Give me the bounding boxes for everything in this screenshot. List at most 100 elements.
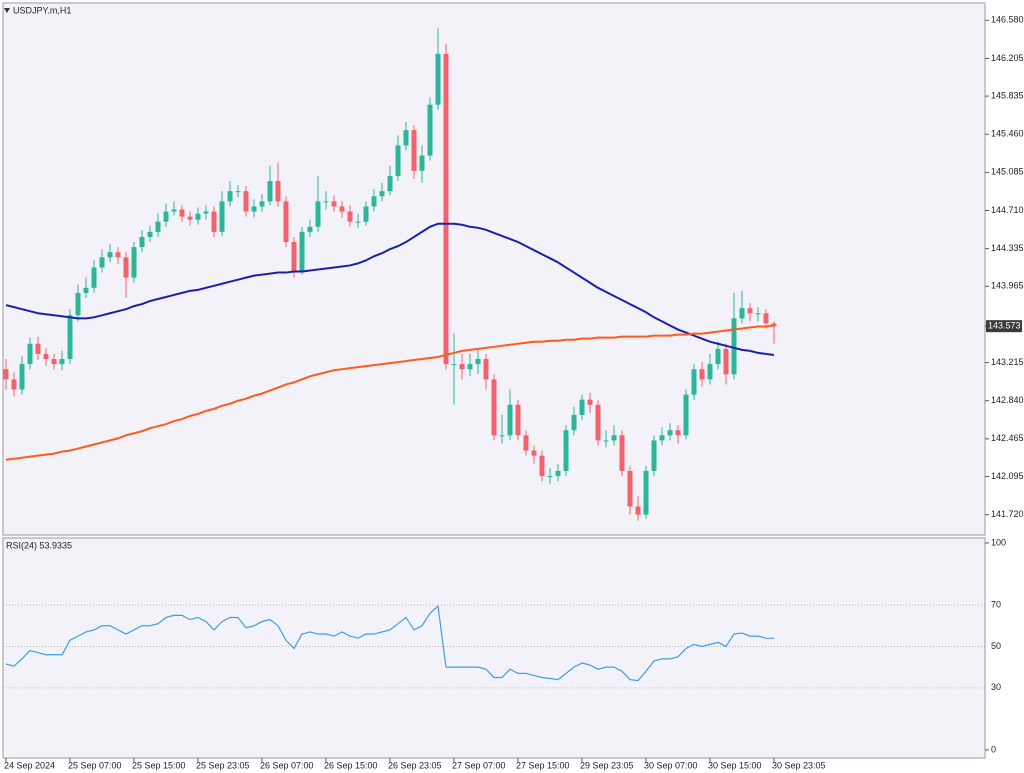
candle-body <box>275 181 281 202</box>
candle-body <box>755 313 761 315</box>
menu-triangle[interactable] <box>4 8 10 13</box>
candle-body <box>579 399 585 415</box>
candle-body <box>123 257 129 278</box>
candle-body <box>411 130 417 171</box>
candle-body <box>51 359 57 365</box>
candle-body <box>347 211 353 222</box>
candle-body <box>315 201 321 227</box>
candle-body <box>155 221 161 232</box>
candle-body <box>483 359 489 380</box>
y-tick-label: 142.465 <box>991 433 1024 443</box>
candle-body <box>363 206 369 222</box>
candle-body <box>3 369 9 380</box>
candle-body <box>531 450 537 456</box>
y-tick-label: 146.205 <box>991 53 1024 63</box>
y-tick-label: 141.720 <box>991 509 1024 519</box>
candle-body <box>715 348 721 365</box>
candle-body <box>379 191 385 197</box>
rsi-panel <box>2 537 986 759</box>
candle-body <box>515 404 521 436</box>
x-tick-label: 27 Sep 07:00 <box>452 760 506 770</box>
candle-body <box>627 470 633 507</box>
candle-body <box>419 155 425 171</box>
candle-body <box>547 476 553 478</box>
y-tick-label: 30 <box>991 682 1001 692</box>
candle-body <box>291 242 297 273</box>
candle-body <box>763 313 769 324</box>
x-tick-label: 25 Sep 15:00 <box>132 760 186 770</box>
x-tick-label: 26 Sep 15:00 <box>324 760 378 770</box>
candle-body <box>83 287 89 293</box>
candle-body <box>299 231 305 273</box>
candle-body <box>387 175 393 192</box>
y-tick-label: 100 <box>991 537 1006 547</box>
candle-body <box>107 252 113 258</box>
x-tick-label: 30 Sep 23:05 <box>772 760 826 770</box>
candle-body <box>435 53 441 105</box>
candle-body <box>691 369 697 395</box>
candle-body <box>555 470 561 477</box>
candle-body <box>307 226 313 232</box>
y-tick-label: 143.215 <box>991 357 1024 367</box>
candle-body <box>643 470 649 515</box>
candle-body <box>267 181 273 202</box>
x-tick-label: 25 Sep 23:05 <box>196 760 250 770</box>
candle-body <box>523 435 529 451</box>
candle-body <box>331 201 337 207</box>
candle-body <box>187 216 193 220</box>
candle-body <box>475 359 481 365</box>
candle-body <box>179 209 185 217</box>
candle-body <box>491 379 497 436</box>
candle-body <box>171 209 177 212</box>
rsi-title: RSI(24) 53.9335 <box>6 540 72 550</box>
last-price-box <box>986 320 1022 333</box>
candle-body <box>283 201 289 243</box>
x-tick-label: 27 Sep 15:00 <box>516 760 570 770</box>
candle-body <box>35 343 41 354</box>
candle-body <box>115 252 121 258</box>
x-tick-label: 26 Sep 07:00 <box>260 760 314 770</box>
candle-body <box>739 308 745 319</box>
candle-body <box>131 247 137 278</box>
candle-body <box>707 364 713 380</box>
y-tick-label: 70 <box>991 599 1001 609</box>
candle-body <box>219 201 225 232</box>
candle-body <box>675 430 681 436</box>
candle-body <box>227 191 233 202</box>
candle-body <box>323 201 329 203</box>
moving-average <box>5 222 775 356</box>
price-panel <box>2 2 986 536</box>
y-tick-label: 144.710 <box>991 205 1024 215</box>
chart-title: USDJPY.m,H1 <box>13 5 71 15</box>
candle-body <box>235 191 241 193</box>
candle-body <box>395 145 401 176</box>
candle-body <box>11 379 17 390</box>
candle-body <box>723 348 729 375</box>
candle-body <box>259 201 265 207</box>
x-tick-label: 29 Sep 23:05 <box>580 760 634 770</box>
y-tick-label: 50 <box>991 641 1001 651</box>
candle-body <box>499 435 505 437</box>
candle-body <box>699 369 705 380</box>
candle-body <box>635 506 641 515</box>
y-tick-label: 142.095 <box>991 471 1024 481</box>
candle-body <box>251 206 257 212</box>
candle-body <box>371 196 377 207</box>
x-tick-label: 24 Sep 2024 <box>4 760 55 770</box>
candle-body <box>619 435 625 471</box>
candle-body <box>99 257 105 268</box>
candle-body <box>427 104 433 156</box>
candle-body <box>147 231 153 237</box>
candle-body <box>683 394 689 436</box>
x-tick-label: 26 Sep 23:05 <box>388 760 442 770</box>
candle-body <box>771 323 777 327</box>
candle-body <box>355 221 361 223</box>
candle-body <box>75 292 81 316</box>
candle-body <box>443 53 449 365</box>
last-price-label: 143.573 <box>988 321 1021 331</box>
candle-body <box>611 435 617 441</box>
candle-body <box>203 211 209 214</box>
candle-body <box>211 211 217 232</box>
candle-body <box>67 315 73 360</box>
